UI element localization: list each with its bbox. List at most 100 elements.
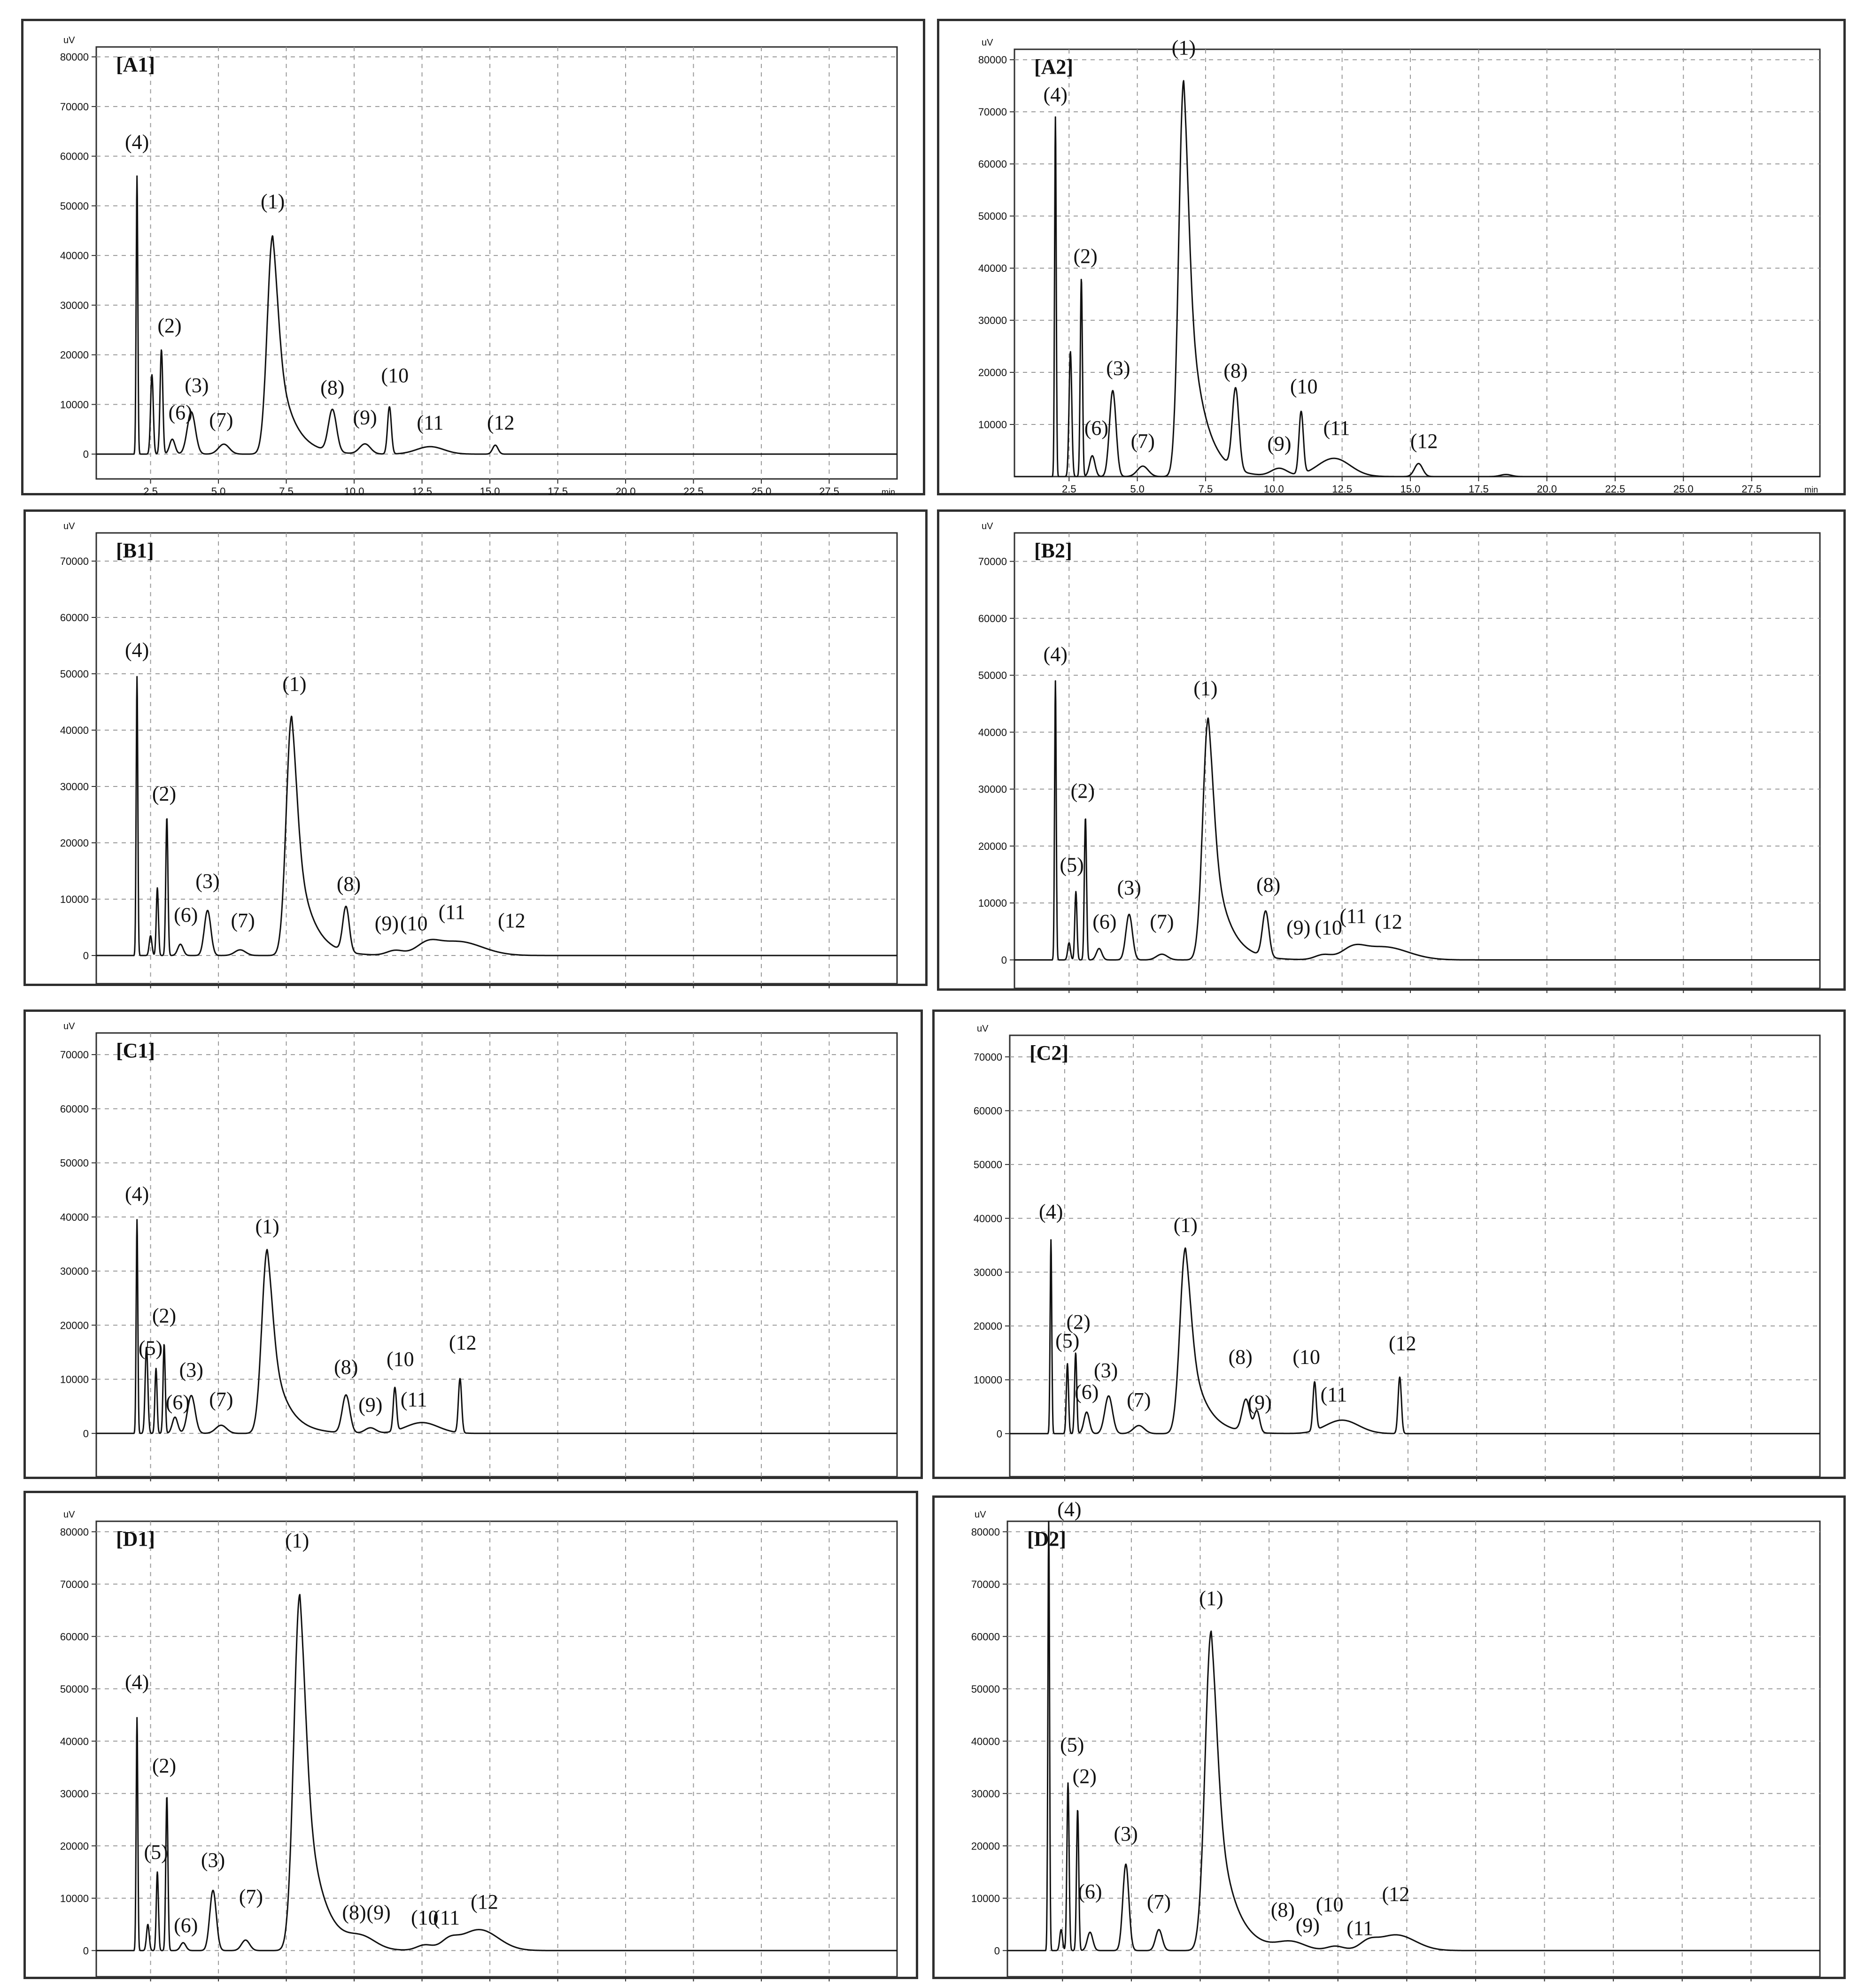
peak-label: (2) xyxy=(157,314,181,337)
y-tick-label: 80000 xyxy=(978,54,1007,66)
peak-label: (6) xyxy=(174,903,198,926)
peak-label: (12 xyxy=(471,1890,498,1913)
y-tick-label: 70000 xyxy=(60,1579,89,1590)
peak-label: (4) xyxy=(1044,83,1068,106)
x-tick-label: 15.0 xyxy=(1401,483,1421,495)
peak-label: (8) xyxy=(1271,1898,1295,1921)
peak-label: (8) xyxy=(342,1901,366,1924)
y-tick-label: 40000 xyxy=(60,250,89,262)
y-tick-label: 70000 xyxy=(978,106,1007,118)
x-tick-label: 5.0 xyxy=(1130,483,1145,495)
x-unit-label: min xyxy=(882,487,895,497)
x-tick-label: 27.5 xyxy=(1741,483,1762,495)
y-tick-label: 80000 xyxy=(60,1526,89,1538)
peak-label: (1) xyxy=(1193,677,1217,700)
y-tick-label: 70000 xyxy=(974,1051,1002,1063)
y-tick-label: 80000 xyxy=(971,1526,1000,1538)
peak-label: (4) xyxy=(1057,1498,1081,1521)
peak-label: (1) xyxy=(1172,36,1196,59)
y-tick-label: 10000 xyxy=(60,399,89,410)
peak-label: (5) xyxy=(139,1337,163,1360)
chromatogram-trace xyxy=(96,1219,898,1434)
y-tick-label: 10000 xyxy=(60,894,89,905)
plot-area xyxy=(95,1032,898,1478)
chromatogram-trace xyxy=(1009,1239,1820,1434)
y-tick-label: 70000 xyxy=(978,556,1007,568)
y-tick-label: 50000 xyxy=(978,210,1007,222)
y-tick-label: 20000 xyxy=(978,840,1007,852)
peak-label: (12 xyxy=(1375,910,1402,933)
peak-label: (9) xyxy=(358,1394,382,1417)
peak-label: (9) xyxy=(1296,1914,1320,1937)
x-tick-label: 7.5 xyxy=(279,485,294,497)
y-tick-label: 0 xyxy=(83,950,89,962)
panel-frame: 2.55.07.510.012.515.017.520.022.525.027.… xyxy=(932,1495,1846,1981)
y-tick-label: 50000 xyxy=(974,1159,1002,1171)
peak-label: (9) xyxy=(1267,432,1291,455)
y-tick-label: 30000 xyxy=(978,315,1007,326)
peak-label: (7) xyxy=(1147,1890,1171,1913)
y-tick-label: 0 xyxy=(83,448,89,460)
y-unit-label: uV xyxy=(63,1021,75,1032)
x-tick-label: 17.5 xyxy=(1469,483,1489,495)
y-tick-label: 50000 xyxy=(60,1157,89,1169)
y-tick-label: 50000 xyxy=(978,670,1007,681)
y-tick-label: 70000 xyxy=(60,555,89,567)
chromatogram-svg: 2.55.07.510.012.515.017.520.022.525.027.… xyxy=(974,1024,1821,1481)
y-tick-label: 60000 xyxy=(60,151,89,162)
peak-label: (2) xyxy=(152,1754,176,1777)
x-tick-label: 2.5 xyxy=(143,485,158,497)
peak-label: (1) xyxy=(1174,1213,1198,1236)
peak-label: (4) xyxy=(125,639,149,662)
panel-label: [B2] xyxy=(1034,539,1072,562)
peak-label: (7) xyxy=(209,1388,233,1411)
peak-label: (3) xyxy=(1114,1822,1138,1845)
peak-label: (12 xyxy=(498,909,526,932)
peak-label: (12 xyxy=(1389,1332,1416,1355)
x-tick-label: 10.0 xyxy=(344,485,364,497)
y-tick-label: 20000 xyxy=(60,349,89,361)
peak-label: (11 xyxy=(401,1388,427,1411)
y-unit-label: uV xyxy=(982,38,993,48)
panel-label: [C1] xyxy=(116,1039,155,1062)
y-tick-label: 80000 xyxy=(60,51,89,63)
plot-area xyxy=(1014,48,1821,478)
peak-label: (2) xyxy=(152,1304,176,1327)
y-tick-label: 10000 xyxy=(971,1893,1000,1904)
peak-label: (9) xyxy=(353,406,377,429)
peak-label: (11 xyxy=(439,901,465,924)
peak-label: (7) xyxy=(1127,1388,1151,1411)
peak-label: (11 xyxy=(1323,416,1350,439)
plot-area xyxy=(1014,532,1821,989)
x-tick-label: 20.0 xyxy=(1537,483,1557,495)
y-tick-label: 0 xyxy=(83,1428,89,1440)
y-tick-label: 30000 xyxy=(974,1266,1002,1278)
peak-label: (2) xyxy=(1071,779,1095,802)
y-tick-label: 40000 xyxy=(978,262,1007,274)
peak-label: (12 xyxy=(487,411,515,434)
peak-label: (8) xyxy=(334,1356,358,1379)
panel-label: [D2] xyxy=(1027,1527,1066,1550)
peak-label: (7) xyxy=(1131,430,1155,453)
y-tick-label: 50000 xyxy=(60,668,89,680)
y-tick-label: 40000 xyxy=(971,1735,1000,1747)
plot-area xyxy=(95,1520,898,1978)
peak-label: (1) xyxy=(261,190,285,213)
chromatogram-svg: 2.55.07.510.012.515.017.520.022.525.027.… xyxy=(60,1510,898,1981)
y-tick-label: 30000 xyxy=(60,300,89,311)
y-tick-label: 20000 xyxy=(60,1840,89,1852)
peak-label: (12 xyxy=(449,1331,477,1354)
y-tick-label: 40000 xyxy=(60,1735,89,1747)
peak-label: (9) xyxy=(1286,916,1310,939)
peak-label: (4) xyxy=(125,1671,149,1694)
chromatogram-svg: 2.55.07.510.012.515.017.520.022.525.027.… xyxy=(978,521,1821,993)
peak-label: (11 xyxy=(417,411,443,434)
x-tick-label: 10.0 xyxy=(1264,483,1284,495)
y-tick-label: 50000 xyxy=(971,1683,1000,1695)
y-tick-label: 30000 xyxy=(978,784,1007,795)
peak-label: (6) xyxy=(1084,416,1108,439)
peak-label: (1) xyxy=(282,672,306,695)
peak-label: (7) xyxy=(1150,910,1174,933)
